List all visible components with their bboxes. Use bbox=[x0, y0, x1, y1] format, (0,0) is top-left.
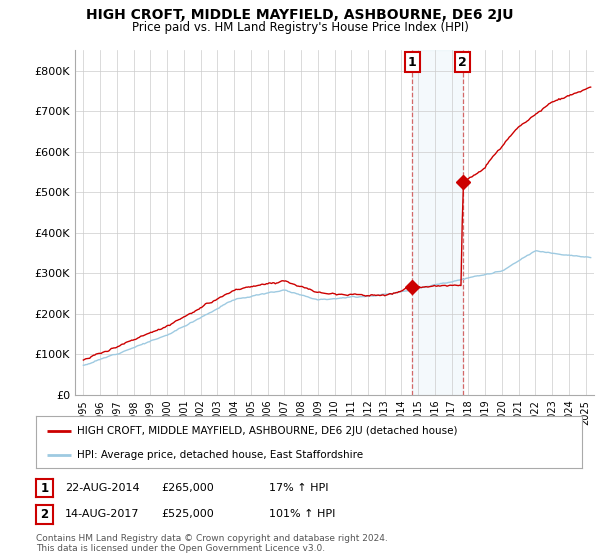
Text: 1: 1 bbox=[408, 55, 417, 68]
Text: 101% ↑ HPI: 101% ↑ HPI bbox=[269, 510, 335, 519]
Text: Contains HM Land Registry data © Crown copyright and database right 2024.
This d: Contains HM Land Registry data © Crown c… bbox=[36, 534, 388, 553]
Text: 2: 2 bbox=[458, 55, 467, 68]
Text: Price paid vs. HM Land Registry's House Price Index (HPI): Price paid vs. HM Land Registry's House … bbox=[131, 21, 469, 34]
Text: 22-AUG-2014: 22-AUG-2014 bbox=[65, 483, 139, 493]
Text: HPI: Average price, detached house, East Staffordshire: HPI: Average price, detached house, East… bbox=[77, 450, 363, 460]
Text: 17% ↑ HPI: 17% ↑ HPI bbox=[269, 483, 328, 493]
Text: HIGH CROFT, MIDDLE MAYFIELD, ASHBOURNE, DE6 2JU (detached house): HIGH CROFT, MIDDLE MAYFIELD, ASHBOURNE, … bbox=[77, 426, 457, 436]
Text: 1: 1 bbox=[40, 482, 49, 494]
Bar bbox=[412, 50, 463, 395]
Text: HIGH CROFT, MIDDLE MAYFIELD, ASHBOURNE, DE6 2JU: HIGH CROFT, MIDDLE MAYFIELD, ASHBOURNE, … bbox=[86, 8, 514, 22]
Text: 2: 2 bbox=[40, 508, 49, 521]
Text: £525,000: £525,000 bbox=[161, 510, 214, 519]
Text: 14-AUG-2017: 14-AUG-2017 bbox=[65, 510, 139, 519]
Text: £265,000: £265,000 bbox=[161, 483, 214, 493]
